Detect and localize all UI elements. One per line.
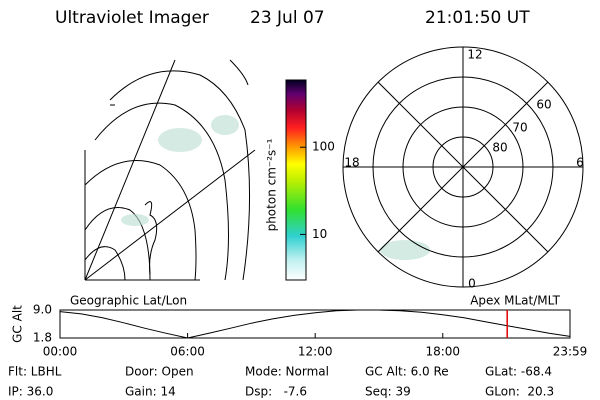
lat-label: 80 xyxy=(492,141,507,155)
status-field: Flt: LBHL xyxy=(8,365,62,379)
mlt-label: 12 xyxy=(467,48,482,62)
y-tick-label: 9.0 xyxy=(33,303,52,317)
y-label: GC Alt xyxy=(11,305,25,343)
aurora-speckle xyxy=(121,115,430,260)
status-field: GLat: -68.4 xyxy=(485,365,552,379)
y-tick-label: 1.8 xyxy=(33,331,52,345)
time: 21:01:50 UT xyxy=(425,8,530,28)
polar-grid xyxy=(342,46,584,288)
plot-subtitle: Apex MLat/MLT xyxy=(470,294,560,308)
mlt-label: 6 xyxy=(576,156,584,170)
x-tick-label: 00:00 xyxy=(43,345,78,359)
colorbar-label: photon cm⁻²s⁻¹ xyxy=(265,138,279,231)
mlt-label: 0 xyxy=(468,277,476,291)
status-field: Dsp: -7.6 xyxy=(245,385,307,399)
status-field: Gain: 14 xyxy=(125,385,176,399)
plot-title: Geographic Lat/Lon xyxy=(70,294,187,308)
geo-map xyxy=(84,59,256,281)
colorbar-tick-label: 10 xyxy=(312,227,327,241)
status-field: IP: 36.0 xyxy=(8,385,53,399)
x-tick-label: 06:00 xyxy=(170,345,205,359)
x-tick-label: 23:59 xyxy=(553,345,588,359)
status-field: Door: Open xyxy=(125,365,194,379)
mlt-label: 18 xyxy=(344,156,359,170)
status-field: Seq: 39 xyxy=(365,385,411,399)
status-field: Mode: Normal xyxy=(245,365,329,379)
date: 23 Jul 07 xyxy=(250,8,325,28)
lat-label: 70 xyxy=(512,121,527,135)
alt-line xyxy=(59,309,571,339)
title: Ultraviolet Imager xyxy=(55,8,209,28)
lat-label: 60 xyxy=(536,98,551,112)
status-field: GLon: 20.3 xyxy=(485,385,554,399)
status-field: GC Alt: 6.0 Re xyxy=(365,365,449,379)
x-tick-label: 18:00 xyxy=(425,345,460,359)
colorbar-tick-label: 100 xyxy=(312,140,335,154)
colorbar xyxy=(285,79,307,281)
x-tick-label: 12:00 xyxy=(298,345,333,359)
